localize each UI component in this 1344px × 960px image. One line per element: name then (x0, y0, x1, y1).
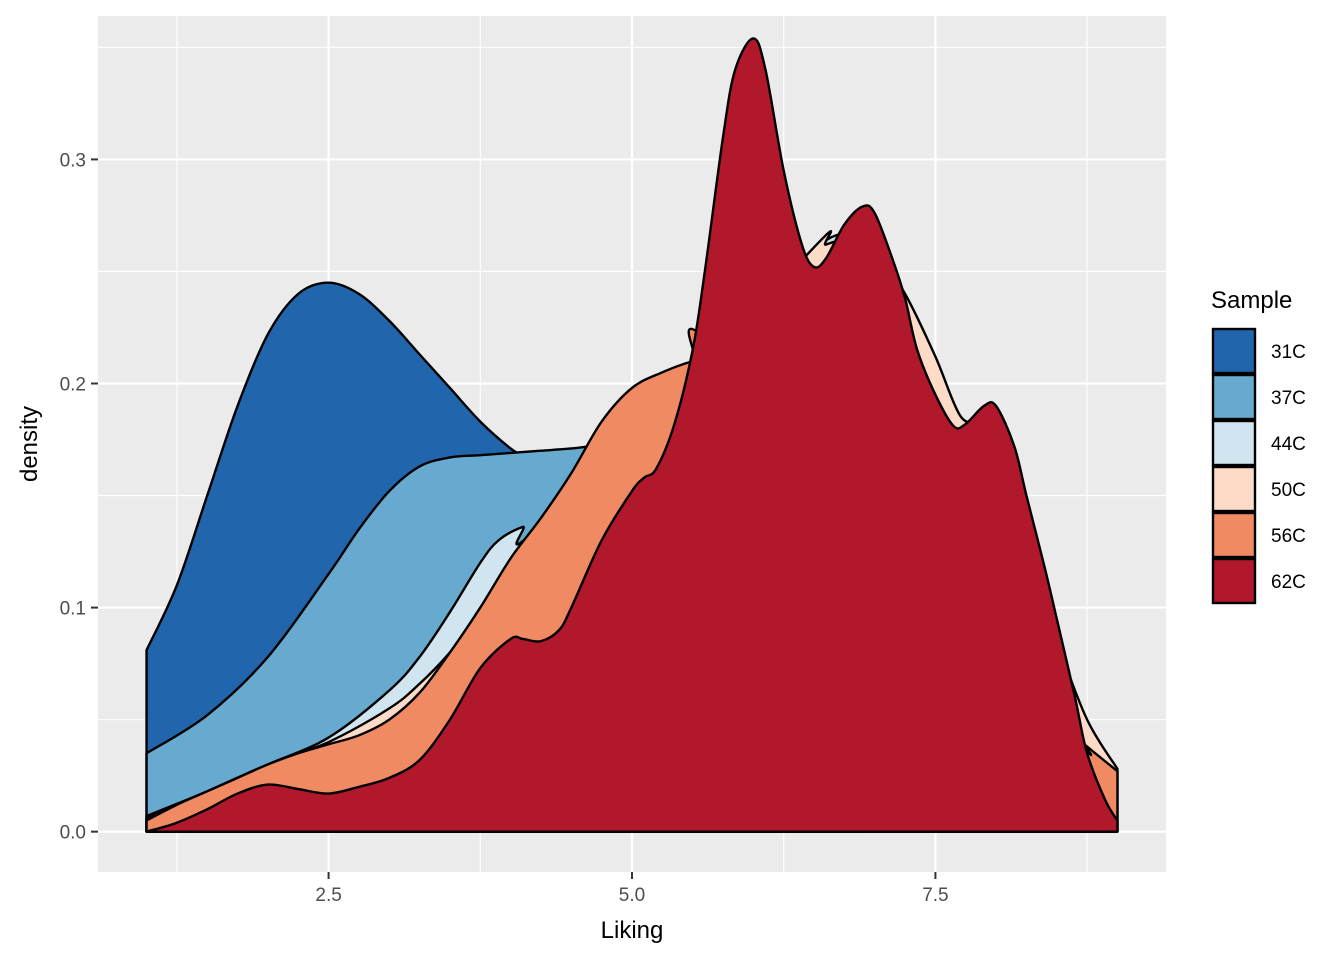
legend-label-44C: 44C (1271, 434, 1306, 455)
legend-key-31C (1211, 327, 1257, 375)
x-axis-title: Liking (601, 917, 664, 944)
y-axis: 0.0 0.1 0.2 0.3 (60, 150, 98, 844)
density-areas (145, 37, 1119, 833)
legend-key-56C (1211, 511, 1257, 559)
y-tick-label: 0.3 (60, 150, 86, 171)
legend-title: Sample (1211, 287, 1292, 314)
legend: Sample 31C 37C 44C 50C 56C 62C (1211, 287, 1306, 605)
x-tick-label: 2.5 (315, 885, 341, 906)
legend-key-37C (1211, 373, 1257, 421)
legend-key-44C (1211, 419, 1257, 467)
legend-key-62C (1211, 557, 1257, 605)
legend-label-56C: 56C (1271, 526, 1306, 547)
x-tick-label: 7.5 (922, 885, 948, 906)
legend-key-50C (1211, 465, 1257, 513)
legend-label-62C: 62C (1271, 572, 1306, 593)
y-tick-label: 0.0 (60, 823, 86, 844)
legend-label-37C: 37C (1271, 388, 1306, 409)
y-tick-label: 0.2 (60, 374, 86, 395)
x-axis: 2.5 5.0 7.5 (315, 872, 949, 906)
y-axis-title: density (16, 406, 43, 482)
legend-items: 31C 37C 44C 50C 56C 62C (1211, 327, 1306, 605)
x-tick-label: 5.0 (619, 885, 645, 906)
density-area-62C (145, 37, 1119, 833)
y-tick-label: 0.1 (60, 599, 86, 620)
legend-label-31C: 31C (1271, 342, 1306, 363)
legend-label-50C: 50C (1271, 480, 1306, 501)
